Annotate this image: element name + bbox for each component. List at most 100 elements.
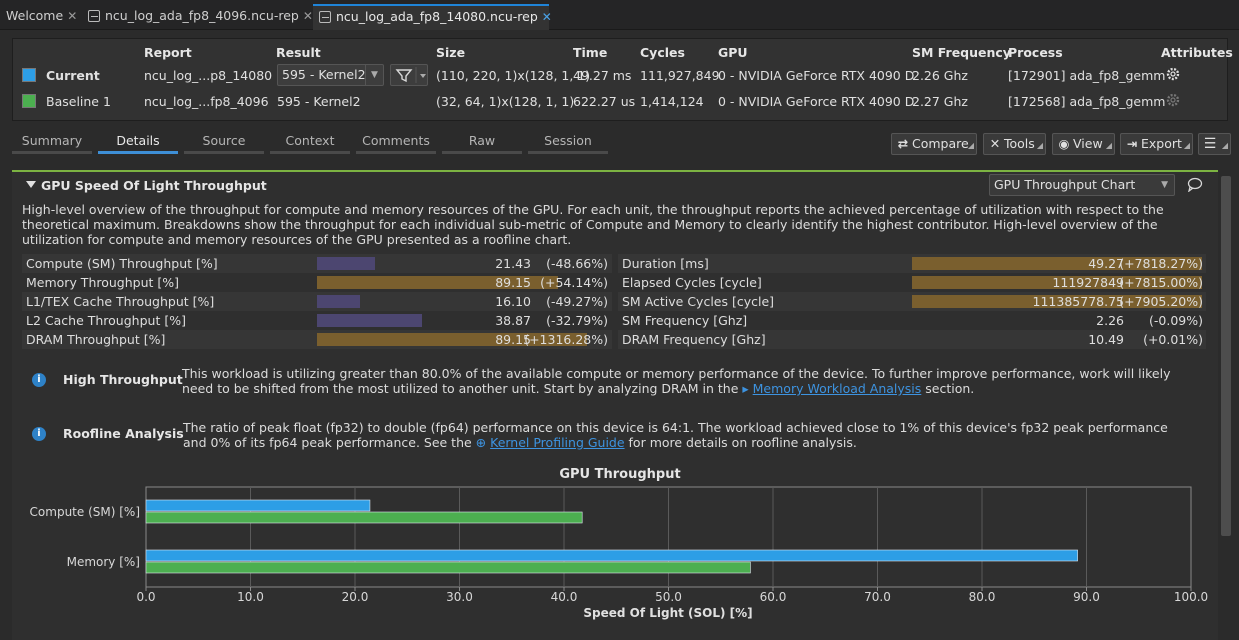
baseline-result: 595 - Kernel2 <box>277 94 361 109</box>
metric-value: 10.49 <box>1088 332 1124 347</box>
note-text: The ratio of peak float (fp32) to double… <box>183 420 1168 450</box>
tab-context[interactable]: Context <box>270 130 350 154</box>
baseline-time: 622.27 us <box>573 94 636 109</box>
collapse-triangle-icon[interactable] <box>26 181 36 189</box>
header-report: Report <box>144 45 192 60</box>
tab-source[interactable]: Source <box>184 130 264 154</box>
close-icon[interactable]: ✕ <box>67 9 78 23</box>
scrollbar-thumb[interactable] <box>1221 176 1231 536</box>
export-icon: ⇥ <box>1126 136 1138 151</box>
metric-delta: (+7815.00%) <box>1119 275 1203 290</box>
view-tabs: Summary Details Source Context Comments … <box>12 130 1228 154</box>
metric-value: 2.26 <box>1096 313 1124 328</box>
current-cycles: 111,927,849 <box>640 68 720 83</box>
eye-icon: ◉ <box>1058 136 1070 151</box>
x-tick-label: 90.0 <box>1073 590 1100 604</box>
header-result: Result <box>276 45 321 60</box>
metric-label: Compute (SM) Throughput [%] <box>26 256 218 271</box>
metric-bar <box>317 314 422 327</box>
menu-button[interactable]: ☰ ◢ <box>1198 133 1231 155</box>
metric-delta: (+7818.27%) <box>1119 256 1203 271</box>
metric-bar <box>317 333 587 346</box>
comment-icon[interactable] <box>1187 177 1203 192</box>
header-cycles: Cycles <box>640 45 685 60</box>
chart-type-select[interactable]: GPU Throughput Chart ▼ <box>989 174 1175 196</box>
current-color-swatch <box>22 68 36 82</box>
metric-delta: (-48.66%) <box>546 256 608 271</box>
header-size: Size <box>436 45 466 60</box>
tools-icon: ✕ <box>989 136 1001 151</box>
x-tick-label: 100.0 <box>1174 590 1208 604</box>
header-process: Process <box>1008 45 1063 60</box>
metric-value: 89.15 <box>495 332 531 347</box>
chart-type-value: GPU Throughput Chart <box>994 177 1136 192</box>
gear-icon[interactable] <box>1166 93 1180 107</box>
x-tick-label: 10.0 <box>237 590 264 604</box>
compare-icon: ⇄ <box>897 136 909 151</box>
metric-label: Memory Throughput [%] <box>26 275 180 290</box>
tab-summary[interactable]: Summary <box>12 130 92 154</box>
metric-label: Duration [ms] <box>622 256 709 271</box>
metric-delta: (-0.09%) <box>1149 313 1203 328</box>
section-description: High-level overview of the throughput fo… <box>22 202 1164 247</box>
metric-label: SM Active Cycles [cycle] <box>622 294 775 309</box>
memory-workload-analysis-link[interactable]: Memory Workload Analysis <box>752 381 922 396</box>
view-button[interactable]: ◉ View ◢ <box>1052 133 1115 155</box>
metric-value: 111927849 <box>1052 275 1124 290</box>
section-link-icon: ▸ <box>742 381 753 396</box>
baseline-gpu: 0 - NVIDIA GeForce RTX 4090 D <box>718 94 915 109</box>
baseline-process: [172568] ada_fp8_gemm <box>1008 94 1166 109</box>
current-process: [172901] ada_fp8_gemm <box>1008 68 1166 83</box>
info-icon: i <box>32 373 46 387</box>
y-tick-label: Memory [%] <box>67 555 140 569</box>
section-title: GPU Speed Of Light Throughput <box>41 178 267 193</box>
metric-row: Memory Throughput [%] 89.15 (+54.14%) <box>22 273 612 292</box>
filter-button[interactable] <box>390 64 428 86</box>
gear-icon[interactable] <box>1166 67 1180 81</box>
x-tick-label: 30.0 <box>446 590 473 604</box>
file-icon <box>88 10 100 22</box>
tab-welcome[interactable]: Welcome ✕ <box>0 6 77 28</box>
note-text: for more details on roofline analysis. <box>624 435 857 450</box>
tab-raw[interactable]: Raw <box>442 130 522 154</box>
kernel-profiling-guide-link[interactable]: Kernel Profiling Guide <box>490 435 625 450</box>
tools-button[interactable]: ✕ Tools ◢ <box>983 133 1046 155</box>
close-icon[interactable]: ✕ <box>302 9 313 23</box>
metric-bar <box>317 276 558 289</box>
tab-report-14080[interactable]: ncu_log_ada_fp8_14080.ncu-rep ✕ <box>313 4 552 30</box>
menu-icon: ☰ <box>1203 136 1217 152</box>
x-tick-label: 80.0 <box>969 590 996 604</box>
metric-row: L2 Cache Throughput [%] 38.87 (-32.79%) <box>22 311 612 330</box>
tab-session[interactable]: Session <box>528 130 608 154</box>
metric-bar <box>912 276 1202 289</box>
metric-row: Elapsed Cycles [cycle] 111927849 (+7815.00… <box>618 273 1206 292</box>
x-tick-label: 60.0 <box>760 590 787 604</box>
result-select[interactable]: 595 - Kernel2 ▼ <box>277 64 384 86</box>
chevron-down-icon: ◢ <box>1036 141 1043 150</box>
x-tick-label: 50.0 <box>655 590 682 604</box>
tab-comments[interactable]: Comments <box>356 130 436 154</box>
globe-icon: ⊕ <box>475 435 491 450</box>
header-sm-frequency: SM Frequency <box>912 45 1011 60</box>
chevron-down-icon: ▼ <box>365 65 383 85</box>
vertical-scrollbar[interactable] <box>1220 162 1232 627</box>
section-panel <box>12 170 1218 640</box>
chart-bar <box>145 561 751 574</box>
metric-value: 38.87 <box>495 313 531 328</box>
export-button[interactable]: ⇥ Export ◢ <box>1120 133 1193 155</box>
header-attributes: Attributes <box>1161 45 1233 60</box>
current-report: ncu_log_...p8_14080 <box>144 68 273 83</box>
baseline-size: (32, 64, 1)x(128, 1, 1) <box>436 94 575 109</box>
chart-bar <box>145 549 1078 562</box>
chevron-down-icon: ◢ <box>1183 141 1190 150</box>
close-icon[interactable]: ✕ <box>541 10 552 24</box>
metric-label: DRAM Throughput [%] <box>26 332 166 347</box>
tab-report-4096[interactable]: ncu_log_ada_fp8_4096.ncu-rep ✕ <box>82 6 313 28</box>
chart-bar <box>145 499 371 512</box>
tab-details[interactable]: Details <box>98 130 178 154</box>
baseline-label: Baseline 1 <box>46 94 111 109</box>
tools-label: Tools <box>1004 136 1035 151</box>
metric-label: L1/TEX Cache Throughput [%] <box>26 294 215 309</box>
x-axis-label: Speed Of Light (SOL) [%] <box>583 606 752 620</box>
compare-button[interactable]: ⇄ Compare ◢ <box>891 133 977 155</box>
